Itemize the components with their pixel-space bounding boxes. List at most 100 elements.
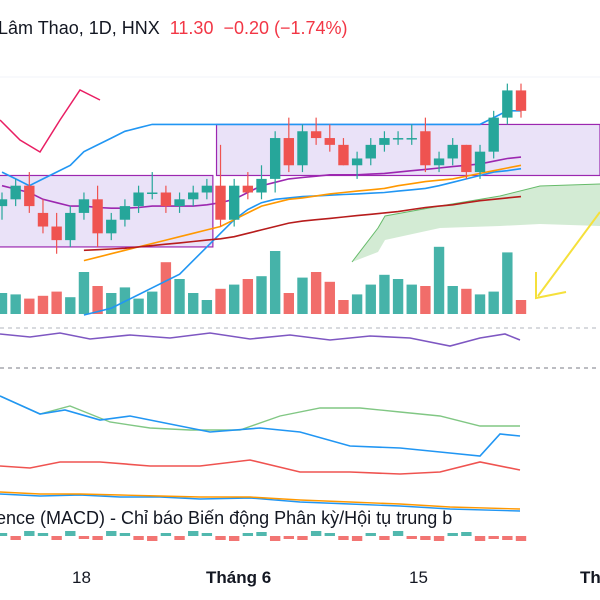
- volume-bar: [365, 284, 376, 314]
- macd-histogram-bar: [297, 536, 308, 540]
- volume-bar: [51, 291, 62, 314]
- candle-body: [338, 144, 349, 166]
- candle-body: [65, 212, 76, 241]
- volume-bar: [502, 252, 513, 314]
- volume-bar: [65, 297, 76, 314]
- symbol-header: Lâm Thao, 1D, HNX 11.30 −0.20 (−1.74%): [0, 18, 348, 39]
- annotation-arrowhead: [535, 272, 567, 300]
- ema-mid-line: [83, 164, 522, 262]
- candle-body: [215, 185, 226, 220]
- bb-lower-line: [83, 167, 522, 316]
- volume-bar: [338, 300, 349, 314]
- candle-body: [37, 212, 49, 227]
- annotation-arrow: [537, 211, 600, 297]
- ema-long-line: [83, 195, 522, 252]
- candle-body: [365, 144, 376, 159]
- macd-histogram-bar: [65, 531, 76, 536]
- consolidation-box: [215, 123, 600, 177]
- candle-body: [502, 90, 513, 118]
- volume-bar: [188, 293, 199, 314]
- macd-histogram-bar: [256, 532, 267, 536]
- macd-histogram-bar: [379, 536, 390, 540]
- macd-histogram-bar: [24, 531, 35, 536]
- macd-histogram-bar: [201, 533, 213, 536]
- candle-body: [10, 185, 21, 200]
- macd-histogram-bar: [406, 536, 417, 539]
- stoch-slow-line: [0, 395, 520, 431]
- candle-body: [283, 138, 295, 166]
- candle-body: [242, 185, 254, 193]
- macd-histogram-bar: [51, 536, 62, 540]
- volume-bar: [10, 294, 21, 314]
- candle-body: [160, 192, 172, 207]
- macd-histogram-bar: [37, 533, 49, 536]
- macd-histogram-bar: [174, 536, 185, 540]
- macd-histogram-bar: [78, 536, 90, 539]
- volume-bar: [515, 300, 527, 314]
- volume-bar: [474, 294, 486, 314]
- volume-bar: [420, 286, 431, 314]
- candle-body: [392, 138, 404, 140]
- pink-indicator-line: [0, 89, 101, 154]
- candle-body: [461, 144, 472, 173]
- volume-bar: [256, 276, 267, 314]
- volume-bar: [392, 279, 404, 314]
- candle-body: [24, 185, 35, 207]
- volume-bar: [242, 279, 254, 314]
- candle-body: [188, 192, 199, 200]
- macd-histogram-bar: [461, 532, 472, 536]
- macd-histogram-bar: [0, 533, 8, 536]
- volume-bar: [106, 293, 117, 314]
- volume-bar: [447, 286, 458, 314]
- volume-bar: [147, 291, 158, 314]
- price-change: −0.20 (−1.74%): [223, 18, 348, 38]
- macd-histogram-bar: [488, 536, 499, 539]
- macd-signal-line: [0, 491, 521, 510]
- macd-histogram-bar: [433, 536, 445, 541]
- x-tick-label: 15: [409, 568, 428, 587]
- macd-histogram-bar: [351, 536, 363, 541]
- volume-bar: [0, 293, 8, 314]
- macd-histogram-bar: [420, 536, 431, 540]
- macd-histogram-bar: [188, 531, 199, 536]
- candle-body: [256, 178, 267, 193]
- volume-bar: [160, 262, 172, 314]
- volume-bar: [92, 286, 103, 314]
- macd-histogram-bar: [215, 536, 226, 540]
- macd-histogram-bar: [392, 531, 404, 536]
- macd-histogram-bar: [160, 533, 172, 536]
- macd-histogram-bar: [365, 533, 376, 536]
- candle-body: [92, 199, 103, 234]
- macd-histogram-bar: [228, 536, 240, 541]
- candle-body: [106, 219, 117, 234]
- macd-indicator-title: ence (MACD) - Chỉ báo Biến động Phân kỳ/…: [0, 508, 453, 528]
- candle-body: [0, 199, 8, 207]
- candle-body: [447, 144, 458, 159]
- x-tick-label: 18: [72, 568, 91, 587]
- candle-body: [269, 138, 281, 179]
- candle-body: [379, 138, 390, 145]
- macd-histogram-bar: [106, 531, 117, 536]
- stoch-fast-line: [0, 395, 521, 457]
- macd-histogram-bar: [283, 536, 295, 539]
- volume-bar: [433, 246, 445, 314]
- macd-histogram-bar: [310, 531, 322, 536]
- candle-body: [119, 206, 131, 220]
- volume-bar: [324, 281, 335, 314]
- macd-histogram-bar: [515, 536, 527, 541]
- volume-bar: [297, 277, 308, 314]
- candle-body: [174, 199, 185, 207]
- volume-bar: [461, 288, 472, 314]
- candle-body: [474, 151, 486, 173]
- volume-bar: [24, 298, 35, 314]
- volume-bar: [379, 274, 390, 314]
- macd-histogram-bar: [10, 536, 21, 540]
- candle-body: [201, 185, 213, 193]
- last-price: 11.30: [169, 18, 214, 38]
- candle-body: [324, 138, 335, 145]
- volume-bar: [488, 291, 499, 314]
- candle-body: [78, 199, 90, 213]
- volume-bar: [78, 272, 90, 314]
